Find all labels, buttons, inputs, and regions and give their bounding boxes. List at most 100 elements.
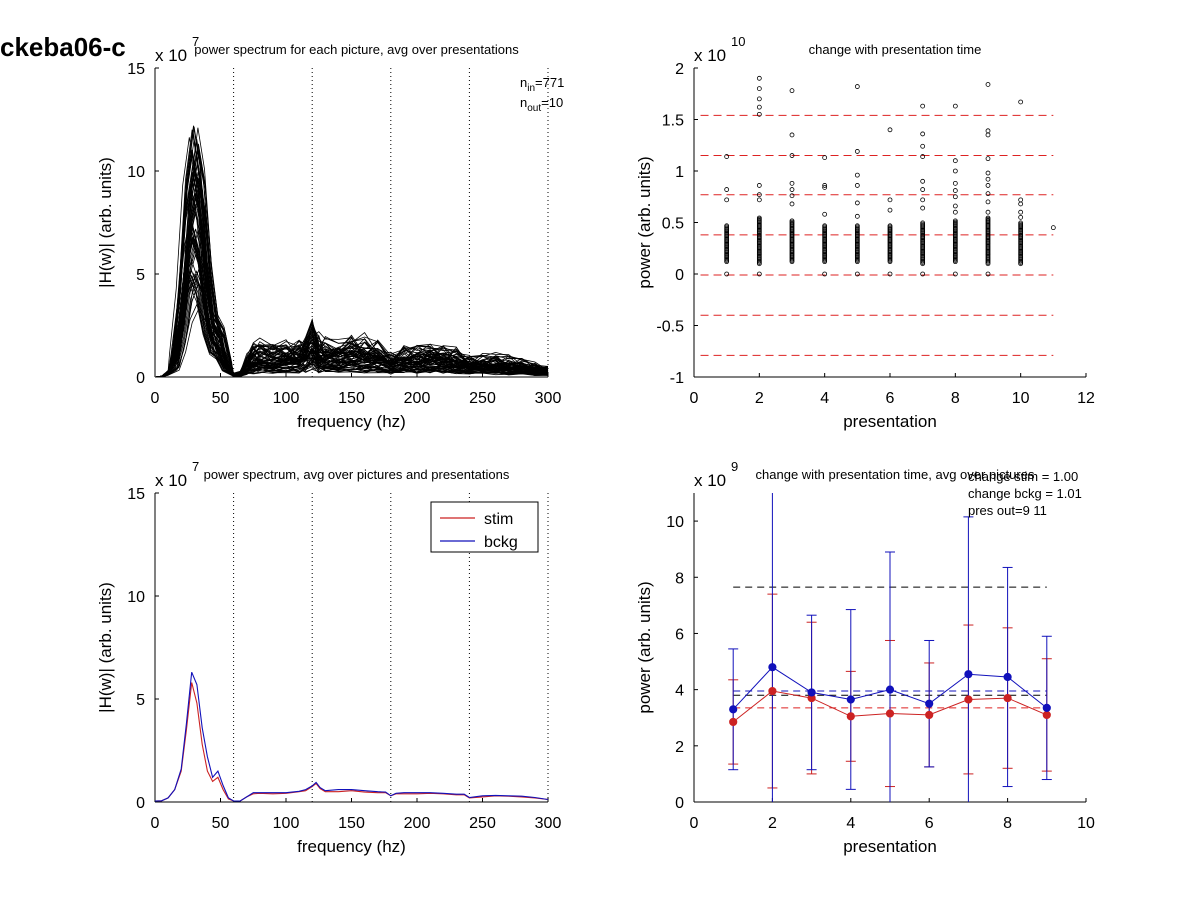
- axis-exponent-power: 10: [731, 34, 745, 49]
- data-point: [756, 192, 762, 198]
- data-point: [822, 223, 828, 229]
- x-tick-label: 50: [212, 390, 230, 407]
- x-tick-label: 6: [925, 815, 934, 832]
- series-line-bckg: [154, 671, 549, 802]
- x-tick-label: 0: [690, 815, 699, 832]
- annotation-text: change stim = 1.00: [968, 469, 1078, 484]
- series-marker-stim: [885, 709, 895, 718]
- y-tick-label: -0.5: [656, 319, 684, 336]
- y-tick-label: 5: [136, 692, 145, 709]
- data-point: [1050, 225, 1056, 231]
- series-marker-stim: [964, 695, 973, 704]
- data-point: [854, 213, 860, 219]
- data-point: [756, 271, 762, 277]
- data-point: [756, 215, 762, 221]
- y-tick-label: 15: [127, 486, 145, 503]
- data-point: [789, 201, 795, 207]
- annotation-text: pres out=9 11: [968, 503, 1047, 518]
- data-point: [822, 271, 828, 277]
- spectrum-series-line: [154, 177, 549, 378]
- y-tick-label: 0: [136, 795, 145, 812]
- legend-label-bckg: bckg: [484, 534, 518, 551]
- data-point: [789, 218, 795, 224]
- series-marker-bckg: [1042, 703, 1051, 712]
- data-point: [724, 223, 730, 229]
- data-point: [952, 209, 958, 215]
- data-point: [756, 197, 762, 203]
- data-point: [724, 187, 730, 192]
- data-point: [952, 194, 958, 200]
- data-point: [887, 271, 893, 277]
- spectrum-series-line: [154, 164, 549, 378]
- data-point: [985, 199, 991, 205]
- series-marker-stim: [846, 712, 855, 721]
- data-point: [985, 183, 991, 188]
- data-point: [985, 176, 991, 182]
- data-point: [887, 197, 893, 203]
- data-point: [822, 155, 828, 161]
- axis-exponent-power: 9: [731, 459, 738, 474]
- data-point: [920, 220, 926, 226]
- data-point: [952, 271, 958, 277]
- axis-exponent-label: x 10: [694, 46, 726, 65]
- data-point: [985, 82, 991, 87]
- data-point: [1018, 214, 1024, 220]
- panel-spectrum-avg: 0 50 100 150 200 250 300 0 5 10 15 frequency (hz) |H…: [96, 459, 561, 856]
- data-point: [952, 168, 958, 174]
- data-point: [724, 154, 730, 159]
- spectrum-series-line: [154, 187, 549, 378]
- series-marker-bckg: [846, 695, 855, 704]
- data-point: [952, 203, 958, 209]
- chart-title: change with presentation time: [809, 42, 982, 57]
- spectrum-series-line: [154, 246, 549, 378]
- data-point: [854, 271, 860, 277]
- y-tick-label: 10: [666, 514, 684, 531]
- y-tick-label: 10: [127, 164, 145, 181]
- data-point: [854, 172, 860, 178]
- x-axis-label: presentation: [843, 837, 937, 856]
- chart-title: change with presentation time, avg over …: [756, 467, 1035, 482]
- x-tick-label: 250: [469, 390, 496, 407]
- y-tick-label: 0.5: [662, 216, 684, 233]
- y-tick-label: 5: [136, 267, 145, 284]
- data-point: [854, 149, 860, 154]
- spectrum-series-line: [154, 149, 549, 378]
- y-tick-label: 15: [127, 61, 145, 78]
- annotation-text: change bckg = 1.01: [968, 486, 1082, 501]
- data-point: [920, 187, 926, 192]
- data-point: [1018, 220, 1024, 226]
- data-point: [854, 183, 860, 188]
- x-tick-label: 2: [755, 390, 764, 407]
- x-tick-label: 0: [690, 390, 699, 407]
- data-point: [1018, 201, 1024, 207]
- data-point: [789, 88, 795, 94]
- series-marker-bckg: [964, 670, 973, 679]
- axis-exponent-power: 7: [192, 34, 199, 49]
- y-tick-label: 6: [675, 626, 684, 643]
- data-point: [952, 188, 958, 193]
- series-marker-bckg: [807, 688, 816, 697]
- data-point: [985, 132, 991, 138]
- panel-spectrum-each-picture: 0 50 100 150 200 250 300 0 5 10 15 frequency (hz) |H…: [96, 34, 564, 431]
- y-tick-label: 10: [127, 589, 145, 606]
- y-tick-label: 4: [675, 683, 684, 700]
- legend-label-stim: stim: [484, 511, 513, 528]
- spectrum-series-line: [154, 273, 549, 378]
- data-point: [822, 183, 828, 188]
- data-point: [756, 86, 762, 91]
- data-point: [789, 153, 795, 158]
- data-point: [854, 200, 860, 206]
- data-point: [887, 207, 893, 213]
- data-point: [952, 158, 958, 164]
- series-marker-bckg: [768, 663, 777, 672]
- x-tick-label: 150: [338, 390, 365, 407]
- data-point: [1018, 209, 1024, 215]
- x-tick-label: 10: [1012, 390, 1030, 407]
- data-point: [1018, 99, 1024, 105]
- legend-box: [430, 501, 539, 553]
- data-point: [985, 191, 991, 197]
- y-tick-label: 0: [136, 370, 145, 387]
- axis-exponent-power: 7: [192, 459, 199, 474]
- y-tick-label: 8: [675, 570, 684, 587]
